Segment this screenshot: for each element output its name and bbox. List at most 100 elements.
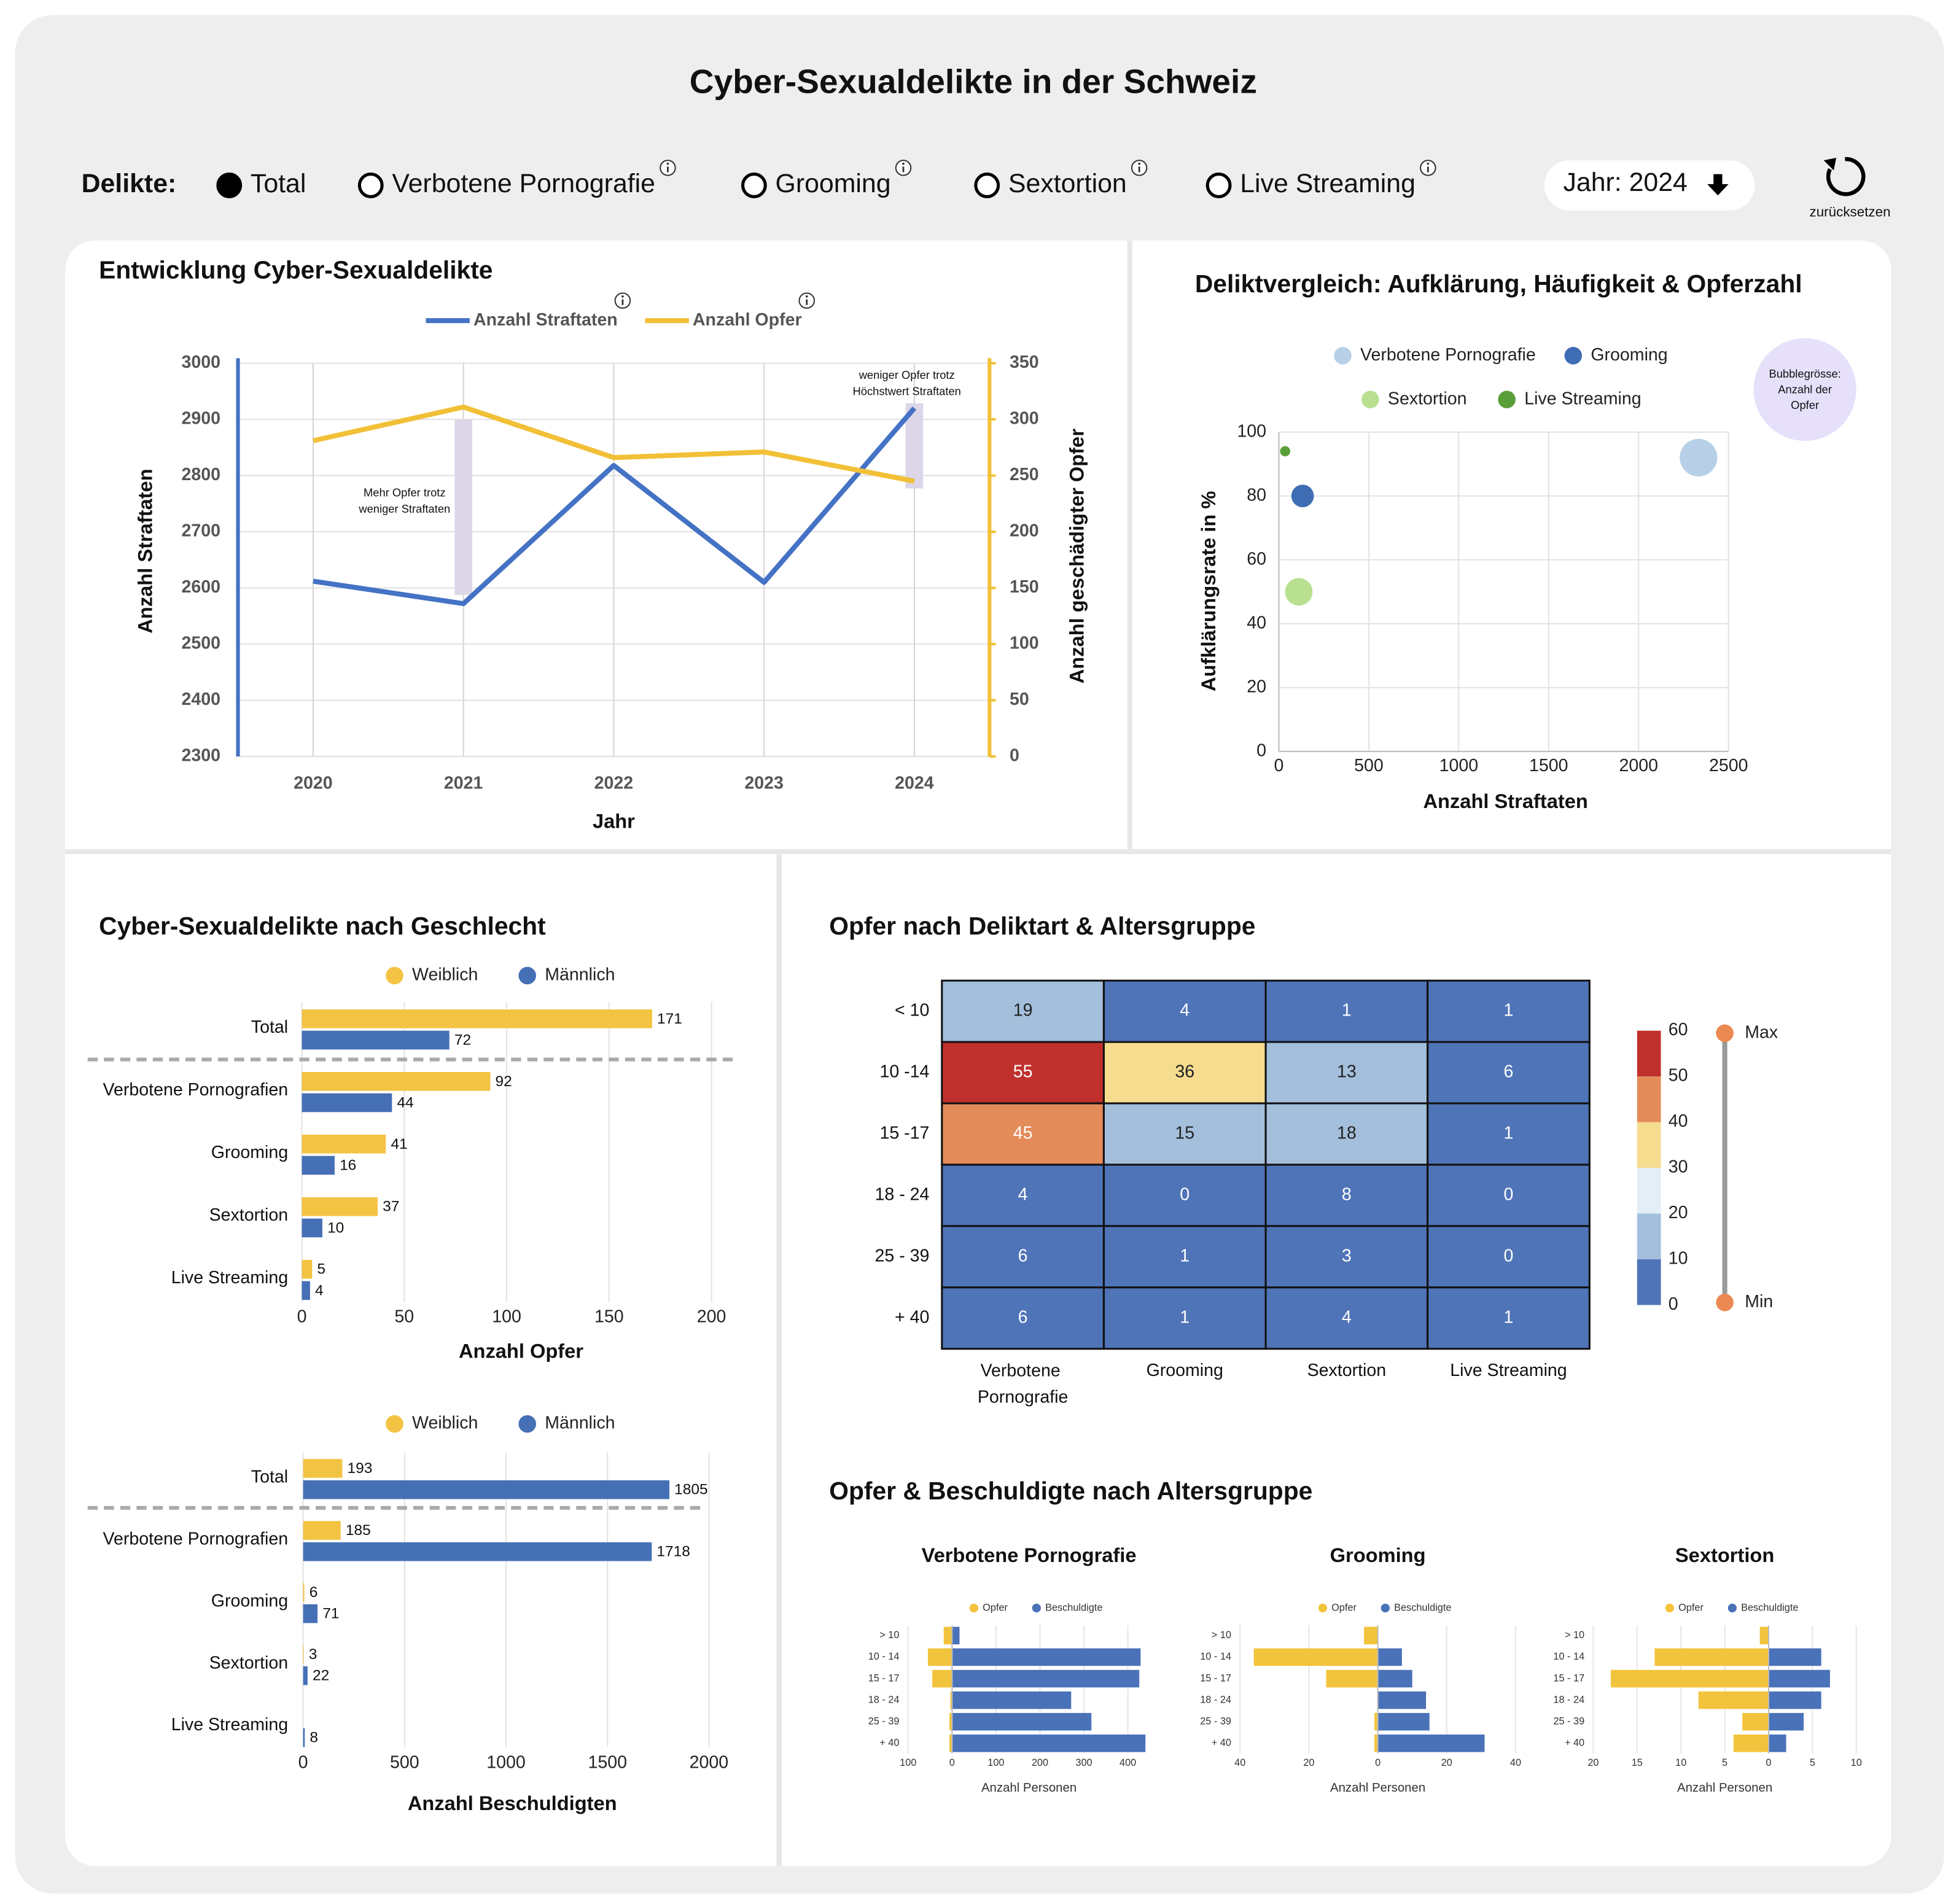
y2-tick-label: 100 [1010, 634, 1039, 653]
size-note: Anzahl der [1778, 383, 1832, 395]
value-label: 4 [315, 1282, 324, 1299]
x-tick-label: 1000 [1439, 756, 1479, 775]
panel-title: Verbotene Pornografie [922, 1544, 1137, 1566]
x-tick-label: 1500 [1529, 756, 1568, 775]
legend-label: Beschuldigte [1741, 1602, 1798, 1613]
colorbar-bin [1637, 1213, 1661, 1259]
x-tick-label: 100 [987, 1757, 1004, 1768]
bar [927, 1648, 952, 1666]
y-tick-label: 2900 [181, 409, 220, 429]
category-label: Grooming [211, 1591, 288, 1611]
x-axis-label: Anzahl Opfer [459, 1340, 583, 1362]
x-tick-label: 20 [1303, 1757, 1314, 1768]
x-tick-label: 0 [1375, 1757, 1381, 1768]
radio-button[interactable] [974, 173, 1000, 198]
legend-swatch [1381, 1603, 1390, 1613]
colorbar-bin [1637, 1076, 1661, 1122]
value-label: 1718 [656, 1544, 690, 1560]
radio-button[interactable] [741, 173, 767, 198]
bar [303, 1666, 308, 1685]
bar [950, 1691, 952, 1709]
radio-button[interactable] [216, 173, 243, 198]
colorbar-tick-label: 10 [1669, 1248, 1688, 1268]
column-label: Live Streaming [1450, 1361, 1567, 1380]
bar [952, 1712, 1092, 1731]
x-tick-label: 500 [390, 1752, 419, 1772]
radio-label[interactable]: Live Streaming [1240, 169, 1416, 198]
category-label: Verbotene Pornografien [103, 1529, 289, 1548]
column-label: Grooming [1147, 1361, 1223, 1380]
bubble [1280, 446, 1291, 457]
radio-button[interactable] [1205, 173, 1232, 198]
year-select[interactable] [1544, 160, 1755, 211]
x-tick-label: 0 [298, 1752, 308, 1772]
x-tick-label: 40 [1510, 1757, 1521, 1768]
reset-label: zurücksetzen [1809, 204, 1890, 220]
bar [302, 1156, 335, 1175]
legend-label: Opfer [1331, 1602, 1357, 1613]
value-label: 71 [322, 1606, 339, 1622]
radio-label[interactable]: Total [251, 169, 306, 198]
cell-label: 4 [1018, 1184, 1028, 1204]
bar [1326, 1669, 1378, 1688]
radio-label[interactable]: Sextortion [1008, 169, 1127, 198]
legend-swatch [1498, 391, 1516, 408]
bar [952, 1734, 1146, 1752]
bar [1768, 1712, 1804, 1731]
slider-handle[interactable] [1716, 1024, 1734, 1043]
value-label: 41 [391, 1136, 407, 1152]
legend-label: Live Streaming [1524, 389, 1641, 408]
data-line [313, 404, 915, 484]
category-label: > 10 [1565, 1630, 1584, 1641]
colorbar-tick-label: 0 [1669, 1294, 1678, 1314]
x-axis-label: Anzahl Personen [981, 1781, 1077, 1795]
x-tick-label: 150 [594, 1307, 624, 1326]
bar [1374, 1734, 1378, 1752]
size-note: Opfer [1791, 398, 1819, 411]
chart-title: Deliktvergleich: Aufklärung, Häufigkeit … [1195, 270, 1802, 298]
heat-cell [941, 1164, 1105, 1227]
radio-label[interactable]: Grooming [776, 169, 891, 198]
legend-label: Beschuldigte [1394, 1602, 1451, 1613]
x-tick-label: 20 [1441, 1757, 1452, 1768]
legend-swatch [1318, 1603, 1328, 1613]
reset-icon[interactable] [1826, 157, 1866, 196]
x-tick-label: 20 [1587, 1757, 1599, 1768]
y-tick-label: 80 [1247, 485, 1266, 505]
chart-title: Entwicklung Cyber-Sexualdelikte [99, 255, 493, 284]
category-label: Live Streaming [171, 1715, 288, 1735]
value-label: 22 [313, 1668, 329, 1684]
info-icon-dot [1427, 162, 1430, 165]
row-label: + 40 [895, 1307, 929, 1327]
cell-label: 0 [1180, 1184, 1190, 1204]
filter-label: Delikte: [82, 169, 177, 198]
legend-label: Anzahl Straftaten [473, 310, 618, 330]
bar [1377, 1712, 1430, 1731]
slider-handle[interactable] [1716, 1294, 1734, 1311]
cell-label: 45 [1013, 1124, 1033, 1143]
row-label: < 10 [895, 1001, 929, 1020]
bar [302, 1259, 313, 1279]
legend-swatch [969, 1603, 978, 1613]
bar [302, 1281, 310, 1300]
year-select-label: Jahr: 2024 [1563, 168, 1687, 197]
cell-label: 1 [1180, 1246, 1190, 1265]
value-label: 185 [346, 1522, 371, 1539]
y-tick-label: 2400 [181, 690, 220, 709]
bar [303, 1459, 343, 1478]
bar [303, 1645, 304, 1664]
radio-label[interactable]: Verbotene Pornografie [392, 169, 655, 198]
annotation: Mehr Opfer trotz [364, 486, 446, 499]
x-axis-label: Anzahl Personen [1677, 1781, 1772, 1795]
annotation: weniger Opfer trotz [859, 368, 955, 381]
bar [302, 1197, 378, 1216]
legend-swatch [518, 1415, 536, 1433]
info-icon-dot [666, 162, 669, 165]
cell-label: 8 [1342, 1184, 1352, 1204]
x-tick-label: 0 [1766, 1757, 1771, 1768]
radio-button[interactable] [357, 173, 384, 198]
category-label: Grooming [211, 1143, 288, 1162]
y-tick-label: 100 [1237, 421, 1266, 441]
x-tick-label: 200 [1032, 1757, 1048, 1768]
x-tick-label: 300 [1075, 1757, 1092, 1768]
